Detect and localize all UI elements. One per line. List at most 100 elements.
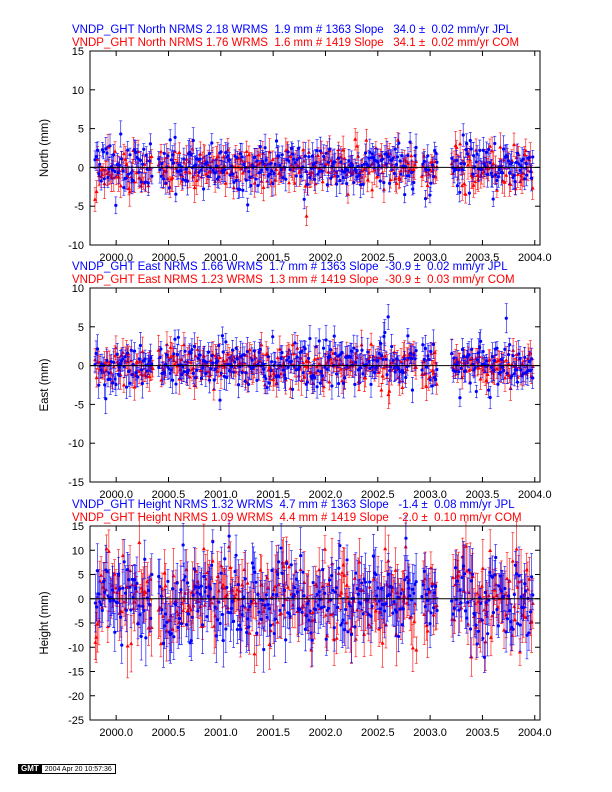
data-point xyxy=(261,185,266,189)
data-point xyxy=(172,352,176,356)
data-point xyxy=(336,174,340,178)
data-point xyxy=(324,151,328,155)
data-point xyxy=(485,150,489,154)
data-point xyxy=(333,160,337,164)
data-point xyxy=(486,147,491,152)
data-point xyxy=(491,161,496,166)
data-point xyxy=(123,355,127,359)
data-point xyxy=(345,181,349,186)
data-point xyxy=(393,147,397,151)
data-point xyxy=(238,187,242,192)
data-point xyxy=(378,179,382,183)
data-point xyxy=(128,153,132,157)
data-point xyxy=(145,167,149,171)
data-point xyxy=(462,181,467,186)
data-point xyxy=(287,159,291,163)
data-point xyxy=(93,158,97,162)
data-point xyxy=(476,177,481,181)
data-point xyxy=(185,179,190,183)
data-point xyxy=(318,149,322,153)
data-point xyxy=(232,180,236,184)
data-point xyxy=(190,348,194,352)
data-point xyxy=(132,349,137,353)
data-point xyxy=(287,180,292,185)
data-point xyxy=(132,148,136,152)
data-point xyxy=(226,362,230,366)
data-point xyxy=(198,157,202,161)
data-point xyxy=(421,153,426,158)
data-point xyxy=(211,387,216,391)
data-point xyxy=(164,181,168,185)
data-point xyxy=(504,357,509,362)
data-point xyxy=(409,153,414,158)
data-point xyxy=(183,349,187,353)
data-point xyxy=(246,203,250,207)
data-point xyxy=(271,335,275,339)
data-point xyxy=(235,156,239,160)
data-point xyxy=(238,152,243,156)
data-point xyxy=(407,174,411,178)
data-point xyxy=(397,141,401,145)
data-point xyxy=(388,181,392,185)
data-point xyxy=(272,172,276,176)
data-point xyxy=(227,158,231,162)
data-point xyxy=(138,158,143,162)
data-point xyxy=(485,372,490,376)
data-point xyxy=(458,190,462,194)
data-point xyxy=(381,157,385,161)
data-point xyxy=(210,141,214,145)
data-point xyxy=(262,162,266,166)
data-point xyxy=(478,376,483,381)
data-point xyxy=(521,157,525,161)
data-point xyxy=(108,144,112,148)
data-point xyxy=(258,347,262,351)
data-point xyxy=(408,140,412,144)
data-point xyxy=(121,357,125,361)
data-point xyxy=(303,183,308,188)
data-point xyxy=(219,371,223,375)
data-point xyxy=(510,161,514,165)
data-point xyxy=(140,381,144,386)
data-point xyxy=(342,170,346,174)
y-tick-label: 15 xyxy=(72,46,84,58)
data-point xyxy=(360,163,364,168)
data-point xyxy=(223,168,227,172)
data-point xyxy=(402,352,407,357)
data-point xyxy=(189,351,193,355)
data-point xyxy=(176,170,180,174)
data-point xyxy=(429,351,434,356)
data-point xyxy=(369,341,374,346)
data-point xyxy=(513,179,517,184)
data-point xyxy=(319,150,324,155)
data-point xyxy=(433,148,437,153)
data-point xyxy=(164,342,169,347)
data-point xyxy=(97,383,101,387)
data-point xyxy=(157,365,161,370)
data-point xyxy=(172,362,177,366)
data-point xyxy=(471,172,475,176)
data-point xyxy=(234,346,238,350)
data-point xyxy=(502,147,506,151)
data-point xyxy=(429,181,433,185)
data-point xyxy=(315,149,319,153)
data-point xyxy=(150,174,154,178)
data-point xyxy=(292,180,297,185)
data-point xyxy=(472,153,476,158)
series-com xyxy=(92,128,535,226)
data-point xyxy=(316,153,321,158)
data-point xyxy=(230,348,235,352)
data-point xyxy=(249,183,253,188)
data-point xyxy=(281,368,285,372)
data-point xyxy=(340,378,345,383)
data-point xyxy=(359,342,364,347)
data-point xyxy=(525,173,529,177)
data-point xyxy=(469,147,473,151)
x-tick-label: 2000.5 xyxy=(152,252,186,264)
data-point xyxy=(235,357,239,361)
data-point xyxy=(102,177,106,181)
data-point xyxy=(113,169,117,174)
data-point xyxy=(399,172,403,176)
data-point xyxy=(498,144,503,149)
data-point xyxy=(395,137,400,142)
